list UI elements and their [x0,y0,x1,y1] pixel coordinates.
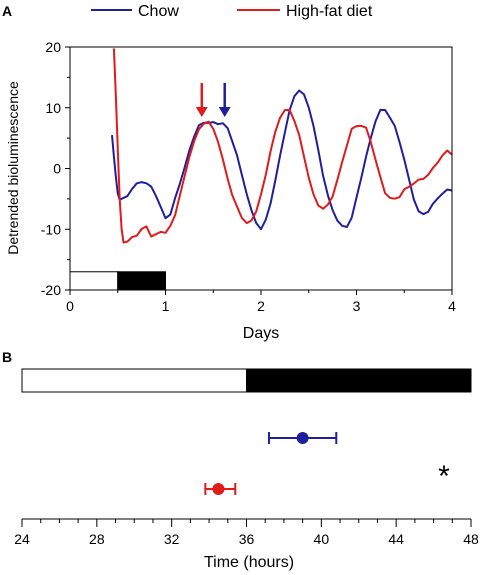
panel-a-y-tick-label: 0 [53,161,61,177]
panel-a-y-tick-label: -10 [41,221,61,237]
legend: Chow High-fat diet [91,3,373,20]
panel-a-dark-phase-bar [117,271,166,291]
peak-arrow-high-fat-diet [195,82,208,117]
significance-asterisk: * [438,460,450,493]
panel-a-y-tick-label: 20 [45,39,61,55]
panel-a-line-chart: Detrended bioluminescence Days -20-10010… [5,39,456,342]
panel-b-x-axis-label: Time (hours) [204,554,294,571]
panel-a-x-tick-label: 3 [353,298,361,314]
panel-a-y-axis-label: Detrended bioluminescence [5,81,21,255]
panel-b-x-tick-label: 44 [388,531,404,547]
panel-a-x-tick-label: 2 [257,298,265,314]
legend-label-chow: Chow [138,3,179,20]
panel-a-y-tick-label: 10 [45,100,61,116]
panel-b-x-tick-label: 36 [239,531,255,547]
panel-a-light-phase-bar [69,271,119,291]
panel-a-x-tick-label: 4 [448,298,456,314]
panel-b-scatter-chart: 24 28 32 36 40 44 48 Time (hours) * [14,368,479,571]
panel-a-y-tick-label: -20 [41,282,61,298]
series-line-high-fat-diet [112,48,452,244]
panel-b-x-tick-label: 48 [463,531,479,547]
panel-a-x-axis-label: Days [243,325,279,342]
panel-b-light-phase-bar [21,368,247,393]
phase-point-high-fat-diet [204,483,237,495]
panel-a-label: A [2,3,12,19]
series-line-chow [111,89,452,231]
panel-b-dark-phase-bar [246,368,472,393]
peak-arrow-chow [218,82,231,117]
panel-b-x-tick-label: 40 [314,531,330,547]
panel-a-x-tick-label: 0 [66,298,74,314]
panel-b-label: B [2,349,12,365]
panel-b-x-tick-label: 28 [89,531,105,547]
panel-a-x-tick-label: 1 [162,298,170,314]
phase-point-chow [267,432,338,444]
panel-b-x-tick-label: 24 [14,531,30,547]
panel-b-x-tick-label: 32 [164,531,180,547]
legend-label-hfd: High-fat diet [286,3,373,20]
panel-a-plot-frame [69,46,453,291]
